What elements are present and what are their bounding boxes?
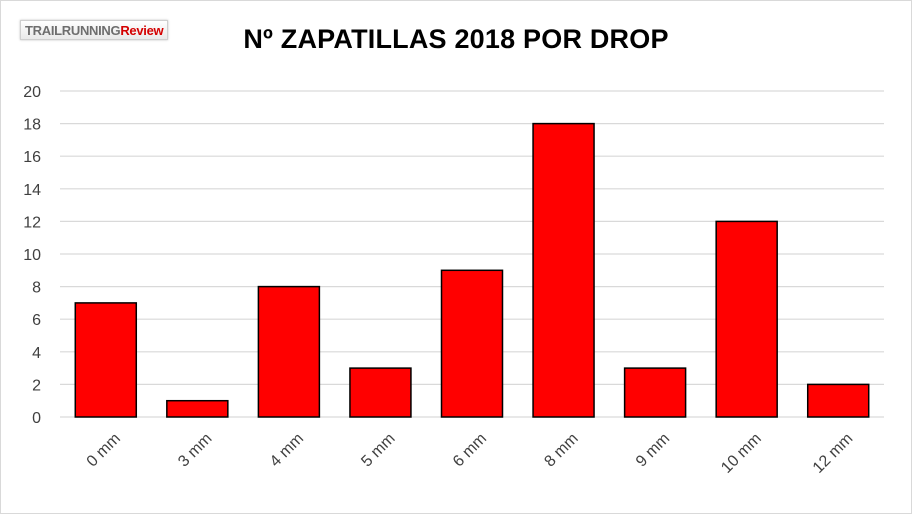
y-tick-label: 4	[32, 345, 41, 362]
bar-8-mm	[532, 122, 595, 418]
bar-3-mm	[166, 399, 229, 418]
x-tick-label: 0 mm	[84, 430, 124, 470]
bar-10-mm	[715, 220, 778, 418]
y-tick-label: 10	[23, 247, 41, 264]
bar-5-mm	[349, 367, 412, 418]
brand-logo: TRAILRUNNING Review	[20, 20, 169, 40]
x-tick-label: 12 mm	[810, 430, 857, 477]
y-tick-label: 8	[32, 280, 41, 297]
bar-9-mm	[623, 367, 687, 418]
bar-4-mm	[257, 285, 321, 418]
logo-text-trailrunning: TRAILRUNNING	[25, 22, 121, 38]
y-tick-label: 14	[23, 182, 41, 199]
x-axis-ticks: 0 mm 3 mm 4 mm 5 mm 6 mm 8 mm 9 mm 10 mm 12 mm	[84, 430, 857, 477]
y-tick-label: 16	[23, 149, 41, 166]
x-tick-label: 4 mm	[267, 430, 307, 470]
x-tick-label: 3 mm	[175, 430, 215, 470]
chart-title: Nº ZAPATILLAS 2018 POR DROP	[243, 24, 669, 54]
bar-6-mm	[440, 269, 504, 418]
x-tick-label: 8 mm	[541, 430, 581, 470]
y-tick-label: 0	[32, 410, 41, 427]
logo-text-review: Review	[120, 22, 164, 38]
y-tick-label: 18	[23, 117, 41, 134]
bar-12-mm	[806, 383, 870, 418]
y-tick-label: 6	[32, 312, 41, 329]
x-tick-label: 6 mm	[450, 430, 490, 470]
y-axis-ticks: 0 2 4 6 8 10 12 14 16 18 20	[23, 84, 41, 427]
y-tick-label: 20	[23, 84, 41, 101]
bars	[74, 122, 870, 418]
y-tick-label: 12	[23, 214, 41, 231]
x-tick-label: 9 mm	[633, 430, 673, 470]
x-tick-label: 5 mm	[358, 430, 398, 470]
y-tick-label: 2	[32, 377, 41, 394]
bar-0-mm	[74, 302, 138, 418]
x-tick-label: 10 mm	[718, 430, 765, 477]
